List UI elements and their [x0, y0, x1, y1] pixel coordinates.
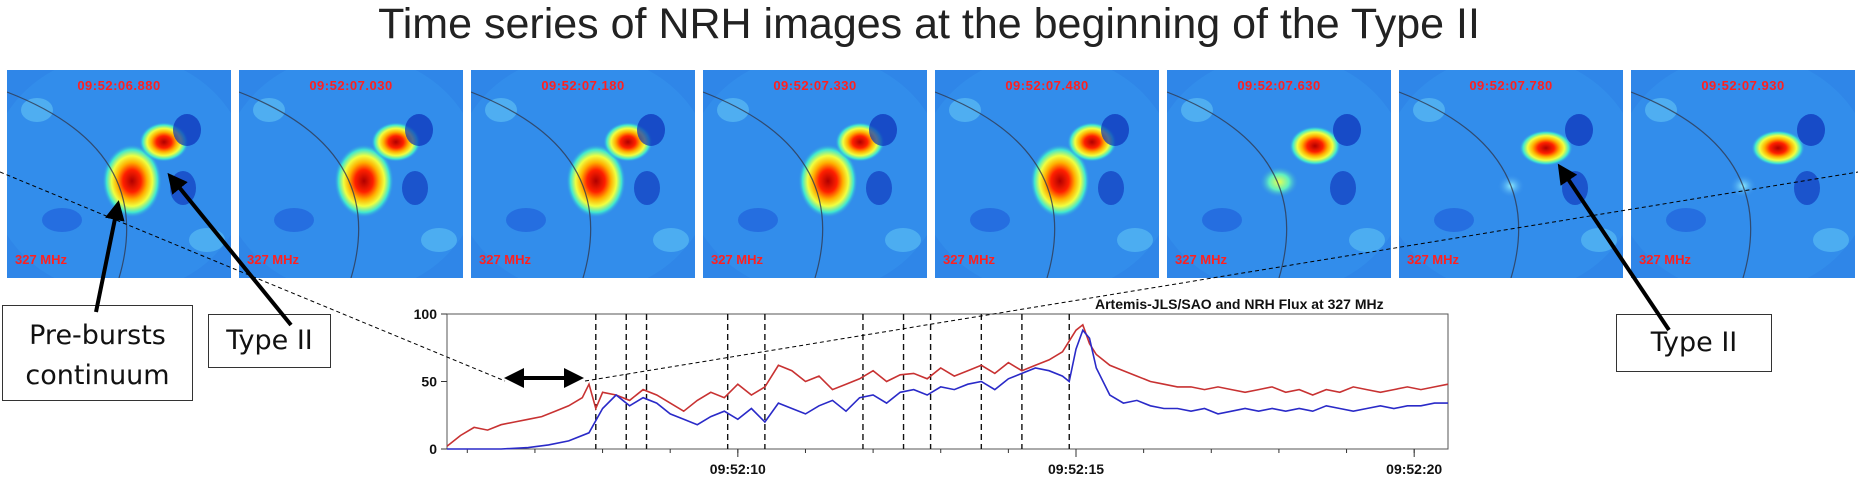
slide-title: Time series of NRH images at the beginni…	[378, 0, 1480, 48]
pre-bursts-pointer-arrow	[94, 200, 125, 313]
panel-frequency-label: 327 MHz	[247, 252, 300, 267]
panel-timestamp: 09:52:07.180	[541, 78, 625, 93]
nrh-image-panel: 09:52:07.930 327 MHz	[1631, 70, 1855, 278]
type-ii-right-pointer-arrow	[1557, 163, 1671, 332]
y-tick-label: 100	[414, 306, 438, 322]
panel-frequency-label: 327 MHz	[943, 252, 996, 267]
callout-pre-bursts-continuum: Pre-bursts continuum	[2, 305, 193, 401]
x-tick-label: 09:52:20	[1386, 461, 1442, 477]
zoom-connector-right	[584, 171, 1858, 382]
plot-frame	[446, 313, 1449, 450]
panel-frequency-label: 327 MHz	[479, 252, 532, 267]
nrh-image-panel: 09:52:06.880 327 MHz	[7, 70, 231, 278]
callout-type-ii-right: Type II	[1616, 314, 1772, 372]
panel-frequency-label: 327 MHz	[711, 252, 764, 267]
y-tick-label: 0	[429, 441, 437, 457]
nrh-image-panel: 09:52:07.030 327 MHz	[239, 70, 463, 278]
callout-type-ii-left: Type II	[208, 314, 331, 368]
y-tick-label: 50	[421, 374, 437, 390]
chart-title: Artemis-JLS/SAO and NRH Flux at 327 MHz	[1095, 296, 1384, 312]
nrh-image-panel: 09:52:07.180 327 MHz	[471, 70, 695, 278]
nrh-image-panel: 09:52:07.630 327 MHz	[1167, 70, 1391, 278]
panel-timestamp: 09:52:07.030	[309, 78, 393, 93]
type-ii-left-pointer-arrow	[167, 172, 293, 327]
nrh-image-panel: 09:52:07.780 327 MHz	[1399, 70, 1623, 278]
panel-frequency-label: 327 MHz	[1175, 252, 1228, 267]
blue-flux-series	[447, 328, 1448, 450]
panel-frequency-label: 327 MHz	[1639, 252, 1692, 267]
panel-timestamp: 09:52:07.330	[773, 78, 857, 93]
panel-timestamp: 09:52:06.880	[77, 78, 161, 93]
x-tick-label: 09:52:15	[1048, 461, 1104, 477]
x-tick-label: 09:52:10	[710, 461, 766, 477]
red-flux-series	[446, 323, 1449, 447]
panel-timestamp: 09:52:07.630	[1237, 78, 1321, 93]
panel-timestamp: 09:52:07.780	[1469, 78, 1553, 93]
nrh-image-panel: 09:52:07.330 327 MHz	[703, 70, 927, 278]
panel-timestamp: 09:52:07.480	[1005, 78, 1089, 93]
panel-timestamp: 09:52:07.930	[1701, 78, 1785, 93]
nrh-image-panel: 09:52:07.480 327 MHz	[935, 70, 1159, 278]
panel-frequency-label: 327 MHz	[15, 252, 68, 267]
panel-frequency-label: 327 MHz	[1407, 252, 1460, 267]
